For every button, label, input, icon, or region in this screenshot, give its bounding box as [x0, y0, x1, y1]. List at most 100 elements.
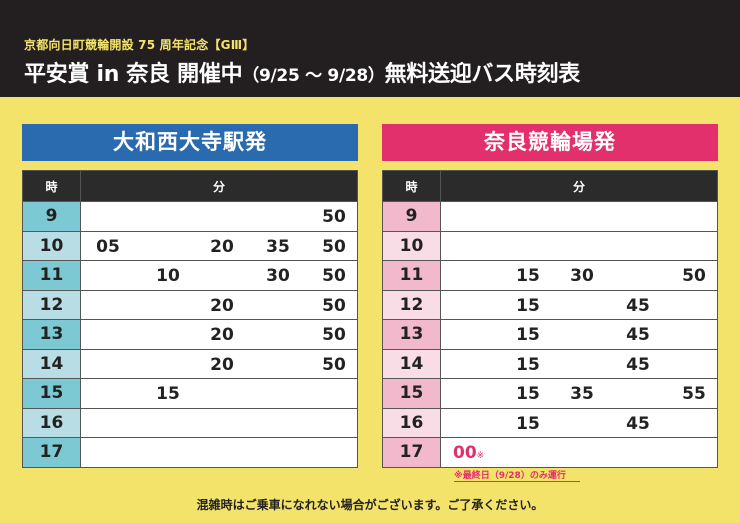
header-subtitle: 京都向日町競輪開設 75 周年記念【GⅢ】 [24, 38, 255, 52]
minutes-cell: 15 30 50 [440, 260, 718, 291]
departure-minute: 30 [263, 266, 293, 286]
departure-minute: 45 [623, 355, 653, 375]
minute-value: 35 [570, 384, 594, 404]
hour-cell: 17 [22, 437, 81, 468]
minutes-cell [440, 230, 718, 261]
departure-minute: 50 [319, 296, 349, 316]
minute-value: 35 [266, 236, 290, 257]
title-main: 平安賞 in 奈良 開催中 [24, 62, 243, 87]
minute-value: 50 [682, 266, 706, 286]
minutes-cell: 10 30 50 [80, 260, 358, 291]
minute-header: 分 [80, 170, 358, 202]
minute-value: 50 [322, 354, 346, 375]
minute-value: 45 [626, 413, 650, 434]
minute-value: 15 [516, 384, 540, 404]
minute-value: 50 [322, 266, 346, 286]
minute-value: 50 [322, 236, 346, 257]
minutes-cell: 15 [80, 378, 358, 409]
departure-minute: 35 [263, 237, 293, 257]
title-tail: 無料送迎バス時刻表 [384, 62, 581, 87]
table-row: 17 00※ [382, 437, 718, 468]
timetable-title: 奈良競輪場発 [382, 124, 718, 161]
note-underline [454, 481, 580, 482]
final-day-note: ※最終日（9/28）のみ運行 [454, 471, 566, 481]
timetable-table: 時 分 9 50 10 05 20 35 50 11 10 30 50 12 20 50 13 20 50 14 2… [22, 170, 358, 468]
hour-cell: 10 [382, 230, 441, 261]
minute-value: 15 [516, 295, 540, 316]
timetable-title: 大和西大寺駅発 [22, 124, 358, 161]
departure-minute: 10 [153, 266, 183, 286]
hour-header: 時 [22, 170, 81, 202]
table-row: 17 [22, 437, 358, 468]
minute-value: 15 [516, 266, 540, 286]
hour-cell: 12 [22, 289, 81, 320]
minute-value: 50 [322, 207, 346, 227]
page-title: 平安賞 in 奈良 開催中（9/25 ～ 9/28）無料送迎バス時刻表 [24, 56, 580, 88]
departure-minute: 15 [513, 296, 543, 316]
departure-minute: 05 [93, 237, 123, 257]
header-banner: 京都向日町競輪開設 75 周年記念【GⅢ】 平安賞 in 奈良 開催中（9/25… [0, 0, 740, 97]
departure-minute: 50 [319, 325, 349, 345]
table-row: 11 10 30 50 [22, 260, 358, 291]
minutes-cell [80, 407, 358, 438]
hour-cell: 15 [382, 378, 441, 409]
minutes-cell: 20 50 [80, 289, 358, 320]
hour-cell: 17 [382, 437, 441, 468]
departure-minute: 15 [513, 325, 543, 345]
minutes-cell: 15 45 [440, 407, 718, 438]
table-row: 14 15 45 [382, 348, 718, 379]
departure-minute: 55 [679, 384, 709, 404]
departure-minute: 15 [513, 355, 543, 375]
departure-minute: 15 [513, 414, 543, 434]
minute-value: 55 [682, 384, 706, 404]
minute-value: 45 [626, 354, 650, 375]
minute-value: 20 [210, 325, 234, 345]
hour-cell: 15 [22, 378, 81, 409]
hour-cell: 11 [22, 260, 81, 291]
hour-cell: 16 [22, 407, 81, 438]
minutes-cell [80, 437, 358, 468]
departure-minute: 50 [319, 237, 349, 257]
minutes-cell [440, 201, 718, 232]
timetable-table: 時 分 9 10 11 15 30 50 12 15 45 13 15 45 14 15 45 15 15 35 5… [382, 170, 718, 468]
departure-minute: 00※ [453, 443, 485, 463]
minute-value: 15 [516, 354, 540, 375]
departure-minute: 50 [319, 207, 349, 227]
departure-minute: 15 [513, 384, 543, 404]
minute-value: 20 [210, 354, 234, 375]
departure-minute: 20 [207, 296, 237, 316]
timetable-nara-keirin: 奈良競輪場発 時 分 9 10 11 15 30 50 12 15 45 13 15 45 14 15 45… [382, 124, 718, 468]
departure-minute: 15 [153, 384, 183, 404]
table-row: 15 15 35 55 [382, 378, 718, 409]
departure-minute: 15 [513, 266, 543, 286]
departure-minute: 50 [319, 355, 349, 375]
departure-minute: 20 [207, 325, 237, 345]
departure-minute: 45 [623, 414, 653, 434]
hour-header: 時 [382, 170, 441, 202]
minute-value: 20 [210, 295, 234, 316]
table-row: 13 15 45 [382, 319, 718, 350]
timetable-yamato-saidaiji: 大和西大寺駅発 時 分 9 50 10 05 20 35 50 11 10 30 50 12 20 50 1… [22, 124, 358, 468]
table-row: 11 15 30 50 [382, 260, 718, 291]
hour-cell: 11 [382, 260, 441, 291]
hour-cell: 9 [382, 201, 441, 232]
minute-value: 00 [453, 443, 477, 463]
minute-value: 30 [266, 266, 290, 286]
minutes-cell: 15 45 [440, 289, 718, 320]
special-mark: ※ [476, 451, 485, 461]
hour-cell: 13 [22, 319, 81, 350]
departure-minute: 35 [567, 384, 597, 404]
hour-cell: 14 [22, 348, 81, 379]
hour-cell: 14 [382, 348, 441, 379]
table-row: 12 15 45 [382, 289, 718, 320]
hour-cell: 13 [382, 319, 441, 350]
minute-value: 20 [210, 236, 234, 257]
minute-value: 30 [570, 266, 594, 286]
table-row: 16 [22, 407, 358, 438]
departure-minute: 45 [623, 325, 653, 345]
table-row: 16 15 45 [382, 407, 718, 438]
minutes-cell: 20 50 [80, 319, 358, 350]
table-row: 9 50 [22, 201, 358, 232]
minute-header: 分 [440, 170, 718, 202]
departure-minute: 50 [679, 266, 709, 286]
